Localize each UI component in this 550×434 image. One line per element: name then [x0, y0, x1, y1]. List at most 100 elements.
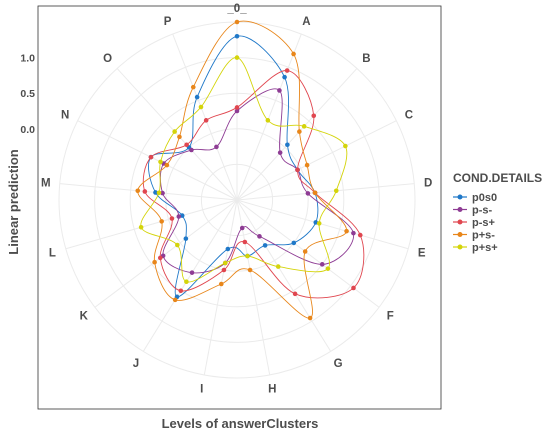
data-point: [234, 105, 240, 110]
data-point: [203, 118, 209, 123]
data-point: [262, 243, 268, 248]
category-label: C: [405, 109, 413, 121]
data-point: [172, 129, 177, 134]
legend-label: p+s-: [472, 230, 495, 242]
data-point: [247, 267, 253, 273]
category-labels: _0_ A B C D E F G H I J K L M N O P: [41, 3, 432, 396]
data-point: [225, 246, 231, 252]
data-point: [291, 240, 297, 246]
category-label: B: [362, 53, 370, 65]
data-point: [219, 281, 224, 287]
data-point: [239, 225, 245, 231]
data-point: [160, 190, 165, 196]
data-point: [169, 216, 175, 221]
legend-label: p-s+: [472, 217, 495, 229]
data-point: [311, 113, 317, 119]
data-point: [316, 221, 322, 226]
y-tick-labels: 0.0 0.5 1.0: [20, 53, 35, 136]
data-point: [164, 162, 170, 168]
grid-spoke: [172, 33, 238, 201]
data-point: [153, 190, 158, 195]
legend-label: p-s-: [472, 205, 493, 217]
y-axis-title: Linear prediction: [6, 149, 21, 255]
data-point: [184, 142, 189, 148]
data-point: [307, 315, 313, 321]
data-point: [135, 188, 141, 194]
data-point: [351, 230, 356, 236]
y-tick-label: 0.5: [20, 88, 35, 100]
data-point: [184, 279, 189, 285]
legend-label: p0s0: [472, 192, 497, 204]
category-label: A: [302, 16, 310, 28]
data-point: [357, 232, 363, 238]
category-label: M: [41, 177, 51, 189]
data-point: [284, 68, 290, 73]
data-point: [242, 239, 248, 245]
grid-spoke: [59, 183, 238, 201]
legend-key-point: [457, 244, 463, 250]
data-point: [245, 253, 250, 259]
data-point: [325, 266, 331, 271]
data-point: [304, 162, 310, 168]
data-point: [189, 270, 195, 275]
x-axis-title: Levels of answerClusters: [162, 416, 319, 431]
grid-spoke: [203, 199, 238, 376]
data-point: [319, 262, 325, 267]
data-point: [305, 191, 311, 196]
category-label: P: [164, 16, 172, 28]
series-line: [140, 57, 348, 283]
data-point: [351, 285, 356, 291]
point-layer: [135, 19, 363, 321]
legend-key-point: [457, 232, 463, 237]
grid-spoke: [236, 33, 302, 201]
legend-key-point: [457, 219, 463, 225]
data-point: [234, 55, 240, 60]
grid-spoke: [236, 199, 380, 308]
data-point: [214, 144, 219, 150]
legend-label: p+s+: [472, 242, 498, 254]
grid-spoke: [142, 199, 238, 352]
data-point: [198, 104, 204, 110]
data-point: [285, 142, 290, 148]
data-point: [148, 154, 154, 160]
data-point: [343, 143, 348, 149]
category-label: H: [268, 384, 276, 396]
data-point: [190, 84, 196, 90]
data-point: [333, 188, 339, 194]
data-point: [312, 190, 318, 196]
category-label: G: [334, 358, 343, 370]
y-tick-label: 0.0: [20, 124, 35, 136]
data-point: [265, 118, 271, 123]
data-point: [292, 291, 298, 297]
data-point: [138, 224, 144, 230]
data-point: [291, 51, 296, 57]
category-label: F: [387, 311, 394, 323]
category-label: O: [103, 53, 112, 65]
data-point: [142, 189, 148, 194]
grid-spoke: [236, 120, 397, 201]
data-point: [234, 19, 240, 25]
data-point: [176, 214, 182, 219]
data-point: [222, 260, 228, 266]
data-point: [183, 236, 189, 241]
category-label: E: [418, 248, 426, 260]
legend-key-point: [457, 207, 463, 212]
grid-spoke: [116, 68, 238, 201]
data-point: [234, 33, 240, 39]
category-label: L: [49, 248, 56, 260]
legend-key-point: [457, 194, 463, 200]
data-point: [277, 150, 283, 155]
grid-spoke: [65, 199, 238, 250]
category-label: K: [80, 311, 89, 323]
data-point: [157, 255, 163, 261]
series-line: [137, 20, 348, 319]
data-point: [194, 94, 200, 100]
data-point: [177, 134, 182, 140]
data-point: [297, 129, 302, 134]
data-point: [175, 242, 180, 248]
data-point: [295, 167, 300, 173]
data-point: [159, 219, 164, 224]
category-label: _0_: [226, 3, 247, 15]
